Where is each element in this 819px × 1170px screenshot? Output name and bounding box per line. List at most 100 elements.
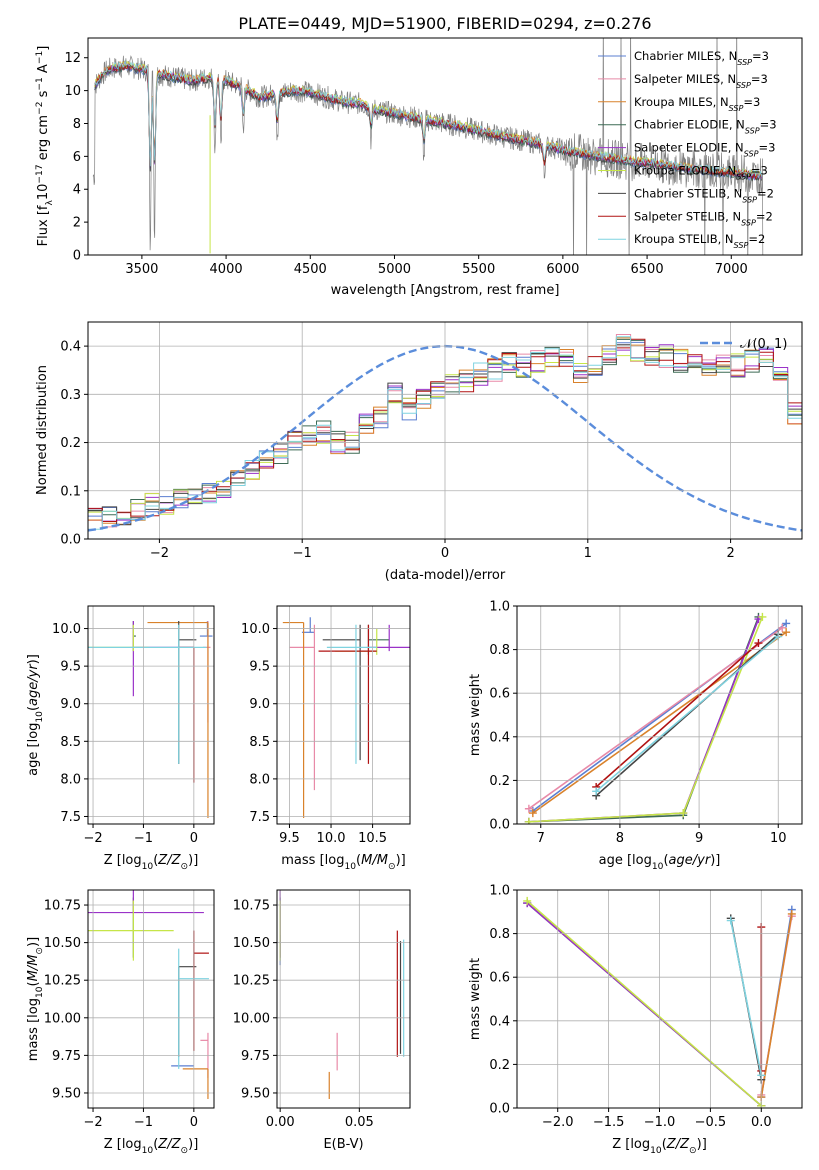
x-tick-label: −1 xyxy=(134,1115,153,1130)
y-tick-label: 9.75 xyxy=(52,1049,81,1064)
weight-marker xyxy=(758,612,767,621)
x-tick-label: −0.5 xyxy=(695,1115,727,1130)
model-line-salpeter-stelib xyxy=(94,63,762,181)
figure-title: PLATE=0449, MJD=51900, FIBERID=0294, z=0… xyxy=(238,14,651,33)
x-tick-label: 0.00 xyxy=(266,1115,295,1130)
weight-line-kroupa-miles xyxy=(760,913,793,1098)
x-tick-label: 0 xyxy=(190,1115,198,1130)
x-tick-label: 1 xyxy=(584,546,592,561)
plot-area-spectrum xyxy=(92,38,764,255)
x-tick-label: 7 xyxy=(537,831,545,846)
weight-line-kroupa-elodie xyxy=(526,900,762,1107)
legend-label: Kroupa ELODIE, NSSP=3 xyxy=(634,164,768,182)
y-tick-label: 0.2 xyxy=(489,1058,510,1073)
y-tick-label: 9.50 xyxy=(52,1086,81,1101)
y-tick-label: 0.0 xyxy=(60,533,81,548)
y-tick-label: 10.0 xyxy=(241,622,270,637)
model-line-kroupa-stelib xyxy=(94,59,762,179)
x-tick-label: 0 xyxy=(190,831,198,846)
y-tick-label: 0 xyxy=(73,249,81,264)
y-tick-label: 10.75 xyxy=(44,899,81,914)
weight-marker xyxy=(778,623,787,632)
x-tick-label: −1 xyxy=(293,546,312,561)
weight-line-kroupa-stelib xyxy=(595,635,779,792)
y-tick-label: 9.50 xyxy=(241,1086,270,1101)
legend-label: Salpeter ELODIE, NSSP=3 xyxy=(634,141,775,159)
y-tick-label: 0.0 xyxy=(489,1102,510,1117)
x-axis-label: (data-model)/error xyxy=(385,568,506,583)
y-tick-label: 6 xyxy=(73,150,81,165)
histogram-kroupa-elodie xyxy=(88,347,802,519)
panel-z-mass: −2 −1 0 9.50 9.75 10.00 10.25 10.50 10.75 Z [log1… xyxy=(26,889,215,1156)
x-tick-label: −1.5 xyxy=(593,1115,625,1130)
legend-label: Salpeter STELIB, NSSP=2 xyxy=(634,209,773,227)
y-tick-label: 0.1 xyxy=(60,484,81,499)
panel-spectrum: 3500 4000 4500 5000 5500 6000 6500 7000 0 2 4 6 8 10 1… xyxy=(35,37,803,298)
x-tick-label: 10.0 xyxy=(317,831,346,846)
legend-label: Chabrier MILES, NSSP=3 xyxy=(634,49,769,67)
weight-marker xyxy=(787,909,796,918)
x-tick-label: 3500 xyxy=(125,262,158,277)
x-tick-label: 5500 xyxy=(462,262,495,277)
legend-label: Kroupa STELIB, NSSP=2 xyxy=(634,232,765,250)
x-tick-label: 0 xyxy=(441,546,449,561)
y-tick-label: 9.5 xyxy=(249,660,270,675)
y-tick-label: 0.0 xyxy=(489,818,510,833)
y-tick-label: 0.2 xyxy=(60,436,81,451)
x-axis-label: wavelength [Angstrom, rest frame] xyxy=(331,283,560,298)
spectrum-legend: Chabrier MILES, NSSP=3 Salpeter MILES, NS… xyxy=(598,49,777,250)
weight-line-chabrier-stelib xyxy=(595,633,779,797)
y-axis-label: age [log10(age/yr)] xyxy=(26,654,45,776)
y-axis-label: mass weight xyxy=(468,958,483,1040)
plot-area-mass-age xyxy=(282,617,410,818)
y-tick-label: 0.8 xyxy=(489,643,510,658)
weight-line-salpeter-miles xyxy=(528,627,783,810)
x-tick-label: 6500 xyxy=(631,262,664,277)
y-tick-label: 1.0 xyxy=(489,600,510,615)
weight-marker xyxy=(523,896,532,905)
plot-area-residuals xyxy=(88,334,802,532)
panel-age-weight: 7 8 9 10 0.0 0.2 0.4 0.6 0.8 1.0 age [log10(age/yr… xyxy=(468,600,803,872)
y-tick-label: 7.5 xyxy=(60,810,81,825)
x-tick-label: −2 xyxy=(83,831,102,846)
axes-frame xyxy=(516,605,803,825)
weight-marker xyxy=(782,619,791,628)
y-tick-label: 8.5 xyxy=(60,735,81,750)
panel-mass-age: 9.5 10.0 10.5 7.5 8.0 8.5 9.0 9.5 10.0 mass [log1… xyxy=(241,605,411,872)
y-tick-label: 10.25 xyxy=(233,974,270,989)
y-tick-label: 9.75 xyxy=(241,1049,270,1064)
x-tick-label: 9 xyxy=(695,831,703,846)
legend-label: Kroupa MILES, NSSP=3 xyxy=(634,95,760,113)
y-tick-label: 10.0 xyxy=(52,622,81,637)
x-tick-label: 4500 xyxy=(294,262,327,277)
y-axis-label: mass [log10(M/M⊙)] xyxy=(26,937,45,1061)
weight-line-kroupa-stelib xyxy=(730,920,763,1076)
legend-label: 𝒩(0, 1) xyxy=(740,337,787,352)
x-tick-label: 8 xyxy=(616,831,624,846)
y-tick-label: 10.75 xyxy=(233,899,270,914)
y-tick-label: 0.4 xyxy=(489,730,510,745)
x-tick-label: 6000 xyxy=(546,262,579,277)
weight-marker xyxy=(528,809,537,818)
legend-label: Salpeter MILES, NSSP=3 xyxy=(634,72,768,90)
y-tick-label: 0.4 xyxy=(60,340,81,355)
y-axis-label: Flux [fλ10−17 erg cm−2 s−1 A−1] xyxy=(35,46,55,247)
plot-area-z-weight xyxy=(523,896,796,1108)
y-tick-label: 2 xyxy=(73,216,81,231)
y-tick-label: 7.5 xyxy=(249,810,270,825)
y-tick-label: 0.2 xyxy=(489,774,510,789)
x-axis-label: E(B-V) xyxy=(323,1137,363,1152)
x-tick-label: 5000 xyxy=(378,262,411,277)
x-axis-label: Z [log10(Z/Z⊙)] xyxy=(104,1137,199,1156)
x-tick-label: 4000 xyxy=(210,262,243,277)
x-tick-label: 2 xyxy=(726,546,734,561)
y-tick-label: 12 xyxy=(64,51,81,66)
y-tick-label: 0.3 xyxy=(60,388,81,403)
axes-frame xyxy=(276,889,411,1109)
legend-label: Chabrier STELIB, NSSP=2 xyxy=(634,186,774,204)
panel-z-weight: −2.0 −1.5 −1.0 −0.5 0.0 0.0 0.2 0.4 0.6 0.8 1.0 Z [… xyxy=(468,884,803,1156)
x-tick-label: −1.0 xyxy=(644,1115,676,1130)
axes-frame xyxy=(276,605,411,825)
y-tick-label: 0.6 xyxy=(489,971,510,986)
